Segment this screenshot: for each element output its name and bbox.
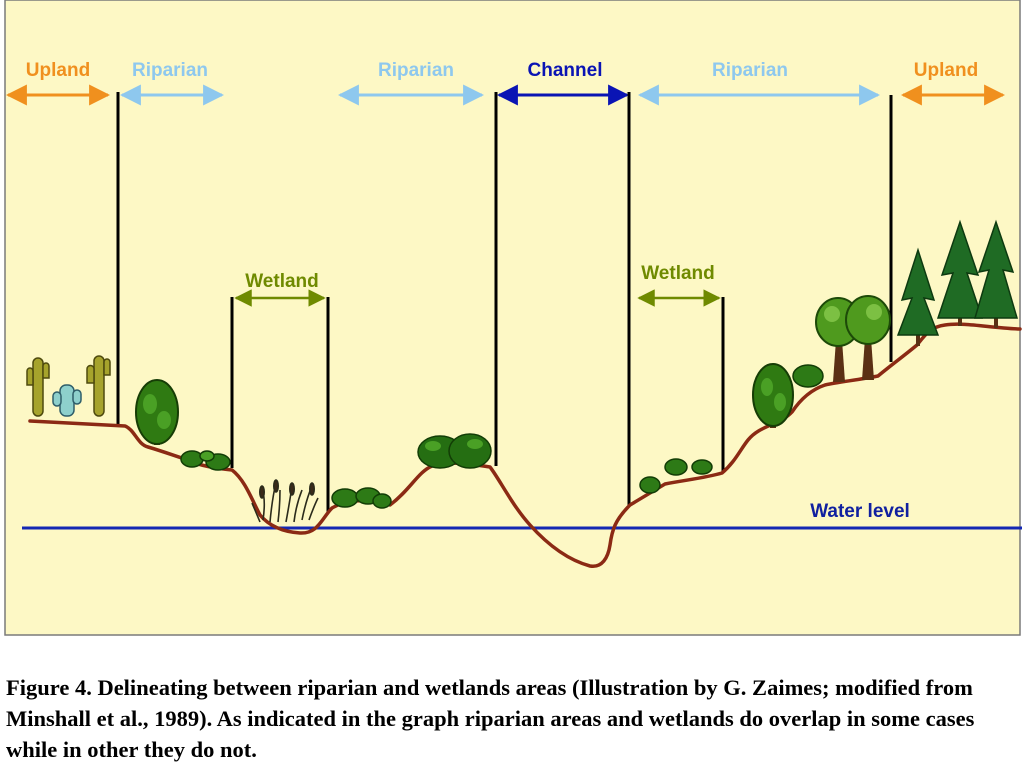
deciduous-tree-icon <box>815 295 891 382</box>
reed-icon <box>251 479 319 523</box>
shrub-icon <box>639 458 713 494</box>
cactus-icon <box>26 355 111 417</box>
figure-caption: Figure 4. Delineating between riparian a… <box>6 675 975 762</box>
ground-profile <box>28 322 1022 568</box>
shrub-icon <box>752 363 794 428</box>
label-wetland-left: Wetland <box>245 271 319 292</box>
conifer-icon <box>896 219 1018 346</box>
label-riparian-left: Riparian <box>132 60 208 81</box>
shrub-icon <box>792 364 824 388</box>
shrub-icon <box>180 450 231 471</box>
label-channel: Channel <box>528 60 603 81</box>
label-riparian-center: Riparian <box>378 60 454 81</box>
riparian-diagram: Upland Riparian Riparian Channel Riparia… <box>4 0 1022 636</box>
label-riparian-right: Riparian <box>712 60 788 81</box>
label-water-level: Water level <box>810 501 910 522</box>
shrub-icon <box>417 433 492 469</box>
shrub-icon <box>331 487 392 509</box>
label-upland-left: Upland <box>26 60 90 81</box>
label-upland-right: Upland <box>914 60 978 81</box>
cactus-icon <box>52 384 82 417</box>
label-wetland-right: Wetland <box>641 263 715 284</box>
shrub-icon <box>135 379 179 445</box>
